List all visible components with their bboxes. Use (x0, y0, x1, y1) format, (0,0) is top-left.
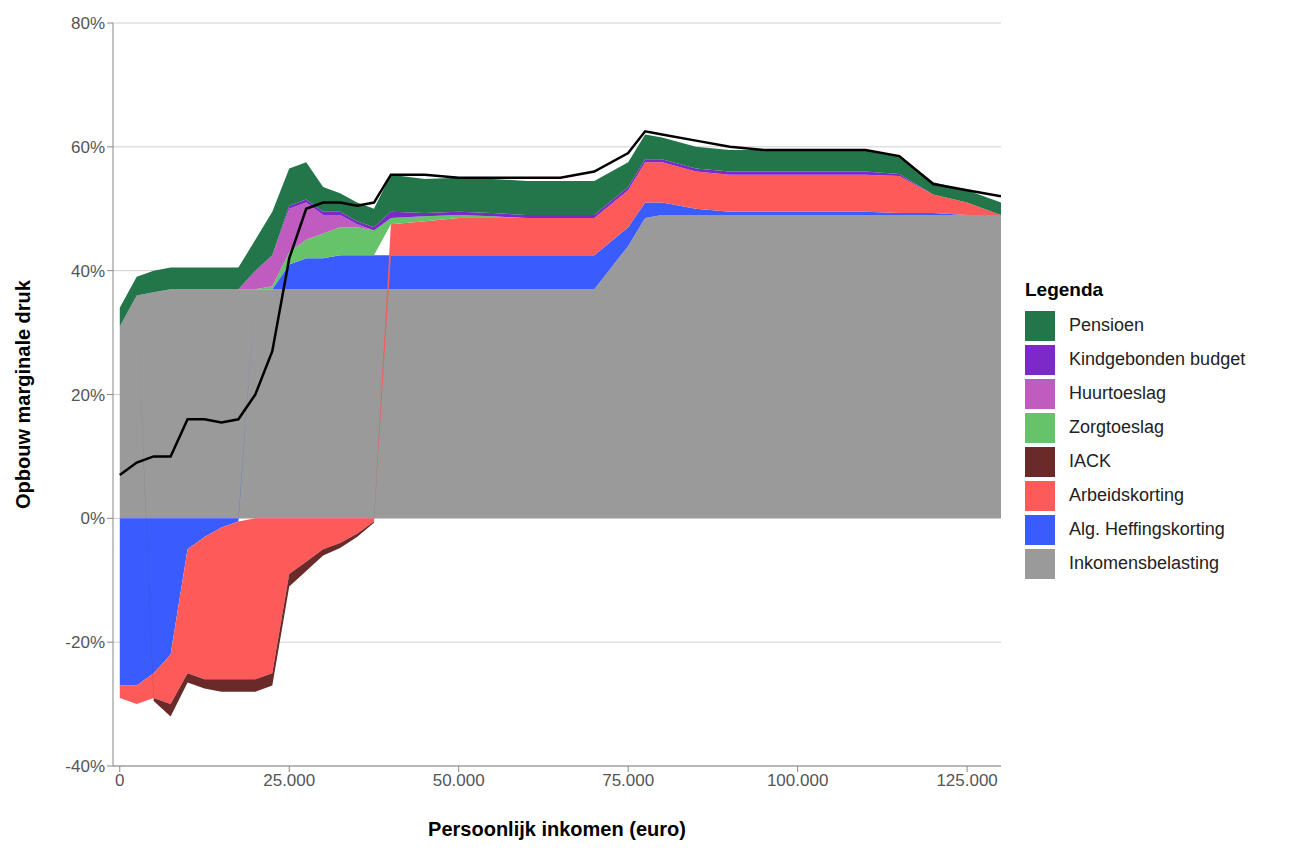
svg-text:-40%: -40% (65, 757, 105, 776)
html-text:Inkomensbelasting: Inkomensbelasting (1069, 553, 1220, 573)
html-text:Huurtoeslag: Huurtoeslag (1069, 383, 1167, 403)
svg-text:0%: 0% (80, 509, 105, 528)
html-text:IACK: IACK (1069, 451, 1111, 471)
svg-text:Opbouw marginale druk: Opbouw marginale druk (12, 279, 34, 509)
svg-text:25.000: 25.000 (263, 771, 315, 790)
svg-text:125.000: 125.000 (936, 771, 997, 790)
svg-text:40%: 40% (71, 262, 105, 281)
svg-text:75.000: 75.000 (602, 771, 654, 790)
html-text:Zorgtoeslag: Zorgtoeslag (1069, 417, 1165, 437)
svg-text:-20%: -20% (65, 633, 105, 652)
svg-text:Persoonlijk inkomen (euro): Persoonlijk inkomen (euro) (428, 818, 686, 840)
html-text:Pensioen: Pensioen (1069, 315, 1145, 335)
svg-text:20%: 20% (71, 386, 105, 405)
svg-text:50.000: 50.000 (433, 771, 485, 790)
html-text:Alg. Heffingskorting: Alg. Heffingskorting (1069, 519, 1225, 539)
svg-text:100.000: 100.000 (767, 771, 828, 790)
html-text:Kindgebonden budget: Kindgebonden budget (1069, 349, 1246, 369)
svg-text:0: 0 (115, 771, 124, 790)
html-text:Legenda: Legenda (1025, 278, 1104, 300)
svg-text:60%: 60% (71, 138, 105, 157)
svg-text:80%: 80% (71, 14, 105, 33)
html-text:Arbeidskorting: Arbeidskorting (1069, 485, 1185, 505)
